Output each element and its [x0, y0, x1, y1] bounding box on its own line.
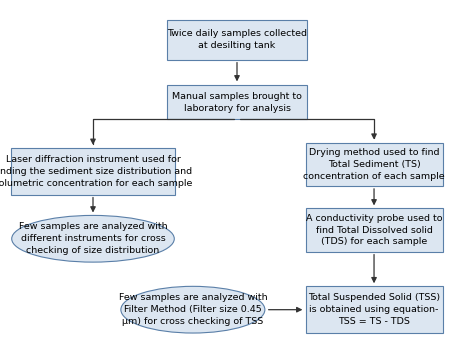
FancyBboxPatch shape: [167, 20, 307, 60]
Text: Drying method used to find
Total Sediment (TS)
concentration of each sample: Drying method used to find Total Sedimen…: [303, 148, 445, 181]
Text: Few samples are analyzed with
Filter Method (Filter size 0.45
μm) for cross chec: Few samples are analyzed with Filter Met…: [118, 293, 267, 326]
FancyBboxPatch shape: [167, 85, 307, 119]
FancyBboxPatch shape: [306, 143, 443, 186]
FancyBboxPatch shape: [10, 148, 175, 195]
Text: Total Suspended Solid (TSS)
is obtained using equation-
TSS = TS - TDS: Total Suspended Solid (TSS) is obtained …: [308, 293, 440, 326]
Text: A conductivity probe used to
find Total Dissolved solid
(TDS) for each sample: A conductivity probe used to find Total …: [306, 214, 442, 246]
Text: Twice daily samples collected
at desilting tank: Twice daily samples collected at desilti…: [167, 29, 307, 50]
FancyBboxPatch shape: [306, 286, 443, 333]
FancyBboxPatch shape: [306, 209, 443, 252]
Text: Manual samples brought to
laboratory for analysis: Manual samples brought to laboratory for…: [172, 92, 302, 113]
Text: Few samples are analyzed with
different instruments for cross
checking of size d: Few samples are analyzed with different …: [18, 222, 167, 255]
Ellipse shape: [12, 215, 174, 262]
Ellipse shape: [121, 286, 265, 333]
Text: Laser diffraction instrument used for
finding the sediment size distribution and: Laser diffraction instrument used for fi…: [0, 155, 193, 187]
